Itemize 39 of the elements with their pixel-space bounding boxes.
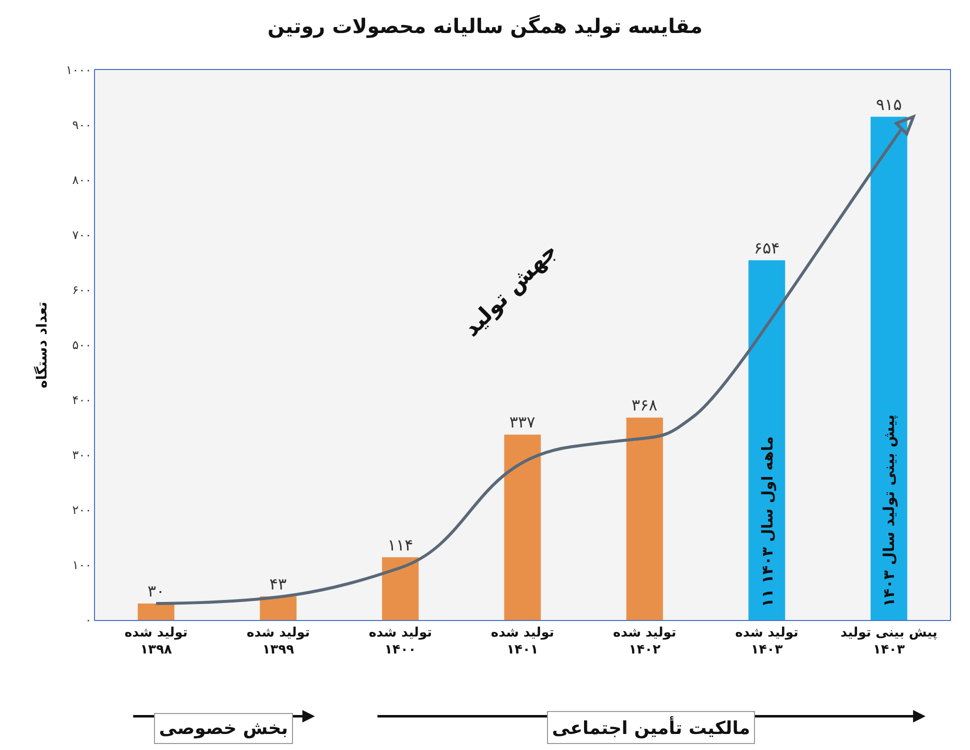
annotation: جهش تولید (459, 238, 563, 342)
x-tick-label: تولید شده ۱۴۰۳ (735, 626, 798, 658)
x-tick-label: تولید شده ۱۳۹۹ (246, 626, 310, 658)
y-tick-label: ۶۰۰ (72, 283, 92, 298)
y-tick-label: ۱۰۰ (72, 558, 92, 572)
bar (870, 116, 908, 620)
bar (748, 260, 786, 620)
y-tick-label: ۴۰۰ (72, 393, 92, 408)
y-tick-label: ۸۰۰ (72, 173, 92, 188)
y-tick-label: ۲۰۰ (72, 503, 92, 518)
x-tick-label: تولید شده ۱۳۹۸ (124, 626, 188, 658)
data-label: ۹۱۵ (876, 94, 902, 114)
x-tick-label: پیش بینی تولید ۱۴۰۳ (840, 626, 938, 658)
y-tick-label: ۷۰۰ (72, 228, 92, 242)
data-label: ۴۳ (269, 574, 288, 594)
y-tick-label: ۳۰۰ (72, 448, 92, 462)
bar (504, 434, 541, 620)
text: مالکیت تأمین اجتماعی (552, 716, 750, 739)
annotation: پیش بینی تولید سال ۱۴۰۳ (880, 414, 898, 607)
data-label: ۶۵۴ (754, 238, 780, 258)
data-label: ۱۱۴ (387, 535, 414, 554)
y-tick-label: ۰ (85, 613, 92, 628)
y-tick-label: ۱۰۰۰ (66, 63, 92, 78)
bar (382, 557, 419, 620)
x-tick-label: تولید شده ۱۴۰۰ (368, 626, 432, 658)
text: بخش خصوصی (159, 718, 288, 739)
annotation: ۱۱ ماهه اول سال ۱۴۰۳ (758, 436, 776, 608)
data-label: ۳۰ (147, 582, 165, 600)
x-tick-label: تولید شده ۱۴۰۱ (490, 626, 554, 658)
data-label: ۳۳۷ (509, 412, 536, 432)
chart-title: مقایسه تولید همگن سالیانه محصولات روتین (268, 14, 702, 38)
bar (138, 604, 174, 620)
y-axis-title: تعداد دستگاه (33, 302, 50, 388)
data-label: ۳۶۸ (632, 396, 658, 415)
bar (626, 418, 663, 620)
y-tick-label: ۹۰۰ (72, 118, 92, 132)
bar (260, 596, 297, 620)
y-tick-label: ۵۰۰ (72, 338, 92, 352)
x-tick-label: تولید شده ۱۴۰۲ (613, 626, 676, 658)
